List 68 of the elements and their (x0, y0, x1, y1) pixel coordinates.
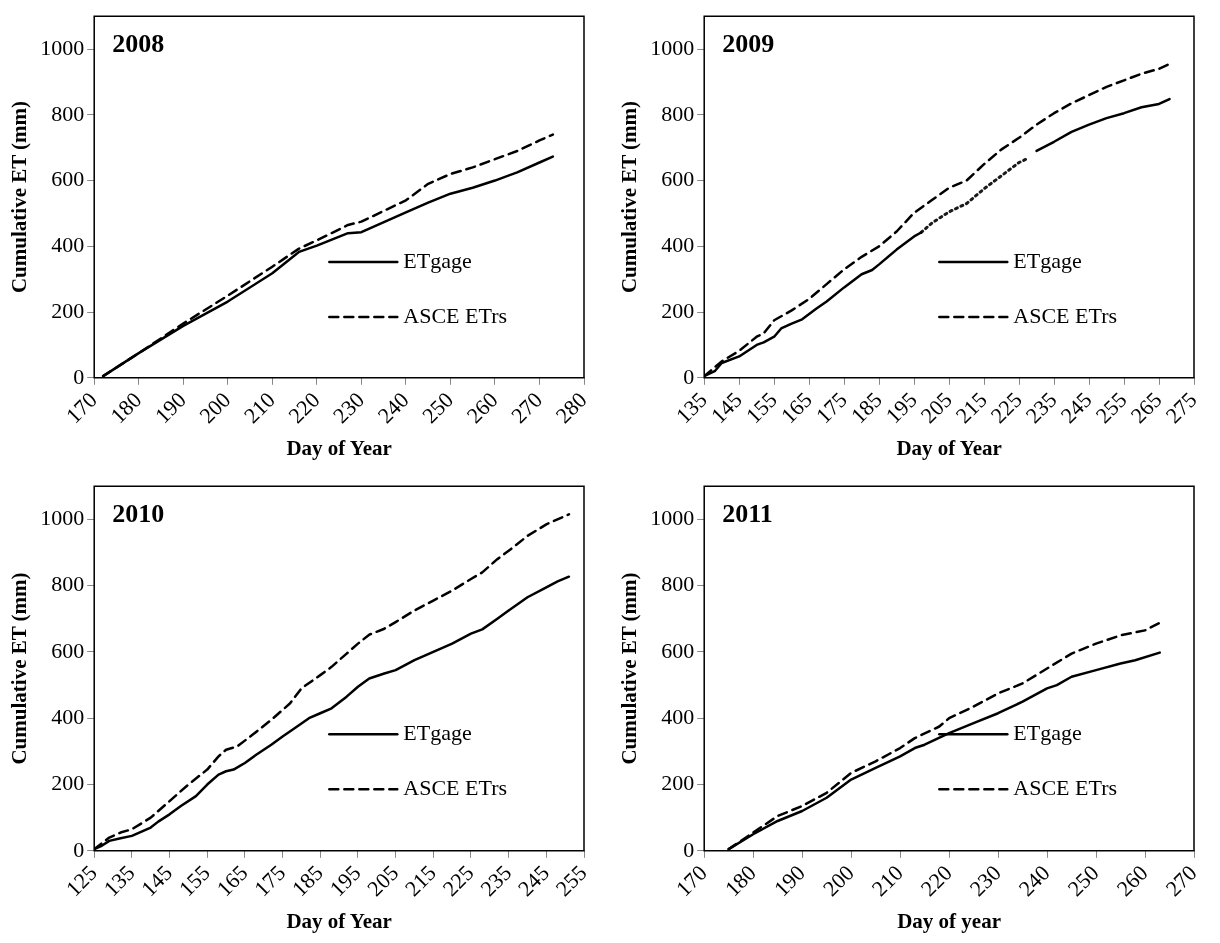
x-tick-label: 180 (719, 860, 761, 902)
x-tick-label: 270 (1160, 860, 1202, 902)
y-axis-title: Cumulative ET (mm) (7, 572, 32, 765)
x-tick-label: 220 (915, 860, 957, 902)
y-tick-label: 200 (661, 297, 695, 323)
x-tick-label: 270 (506, 387, 548, 429)
x-tick-label: 250 (1062, 860, 1104, 902)
legend-label: ASCE ETrs (403, 774, 508, 800)
x-tick-label: 210 (238, 387, 280, 429)
text: 2008 (112, 28, 165, 58)
y-tick-label: 0 (73, 836, 85, 862)
y-tick-label: 1000 (40, 34, 85, 60)
y-tick-label: 1000 (40, 505, 85, 531)
y-axis-title: Cumulative ET (mm) (617, 572, 642, 765)
legend-label: ASCE ETrs (403, 302, 508, 328)
y-tick-label: 800 (51, 571, 85, 597)
x-tick-label: 180 (105, 387, 147, 429)
x-tick-label: 170 (670, 860, 712, 902)
y-tick-label: 600 (51, 637, 85, 663)
legend-label: ASCE ETrs (1013, 302, 1118, 328)
y-tick-label: 800 (661, 571, 695, 597)
y-axis-title: Cumulative ET (mm) (617, 100, 642, 294)
x-tick-label: 230 (327, 387, 369, 429)
x-tick-label: 170 (60, 387, 102, 429)
y-tick-label: 400 (661, 704, 695, 729)
x-tick-label: 200 (194, 387, 236, 429)
y-tick-label: 200 (51, 297, 85, 323)
y-tick-label: 0 (683, 363, 695, 389)
y-tick-label: 400 (661, 232, 695, 258)
x-tick-label: 260 (1111, 860, 1153, 902)
y-axis-title: Cumulative ET (mm) (7, 100, 32, 294)
text: 2009 (722, 28, 775, 58)
x-axis-title: Day of Year (896, 435, 1002, 460)
legend-label: ASCE ETrs (1013, 774, 1118, 800)
y-tick-label: 0 (73, 363, 85, 389)
x-tick-label: 280 (550, 387, 592, 429)
legend-label: ETgage (1013, 719, 1082, 745)
y-tick-label: 400 (51, 232, 85, 258)
x-tick-label: 210 (866, 860, 908, 902)
y-tick-label: 1000 (650, 505, 695, 531)
x-tick-label: 260 (461, 387, 503, 429)
y-tick-label: 1000 (650, 34, 695, 60)
text: 2010 (112, 498, 165, 528)
y-tick-label: 800 (51, 100, 85, 126)
x-tick-label: 240 (1013, 860, 1055, 902)
x-tick-label: 250 (417, 387, 459, 429)
x-tick-label: 230 (964, 860, 1006, 902)
y-tick-label: 0 (683, 836, 695, 862)
x-tick-label: 200 (817, 860, 859, 902)
x-axis-title: Day of Year (286, 908, 392, 933)
x-tick-label: 220 (283, 387, 325, 429)
x-tick-label: 190 (149, 387, 191, 429)
x-tick-label: 190 (768, 860, 810, 902)
legend-label: ETgage (1013, 247, 1082, 273)
y-tick-label: 200 (51, 770, 85, 796)
x-axis-title: Day of Year (286, 435, 392, 460)
line-series (919, 157, 1028, 234)
legend-label: ETgage (403, 247, 472, 273)
y-tick-label: 200 (661, 770, 695, 796)
y-tick-label: 600 (661, 637, 695, 663)
y-tick-label: 600 (51, 166, 85, 192)
y-tick-label: 400 (51, 704, 85, 729)
x-tick-label: 240 (372, 387, 414, 429)
y-tick-label: 600 (661, 166, 695, 192)
y-tick-label: 800 (661, 100, 695, 126)
legend-label: ETgage (403, 719, 472, 745)
text: 2011 (722, 498, 773, 528)
x-axis-title: Day of year (897, 908, 1002, 933)
